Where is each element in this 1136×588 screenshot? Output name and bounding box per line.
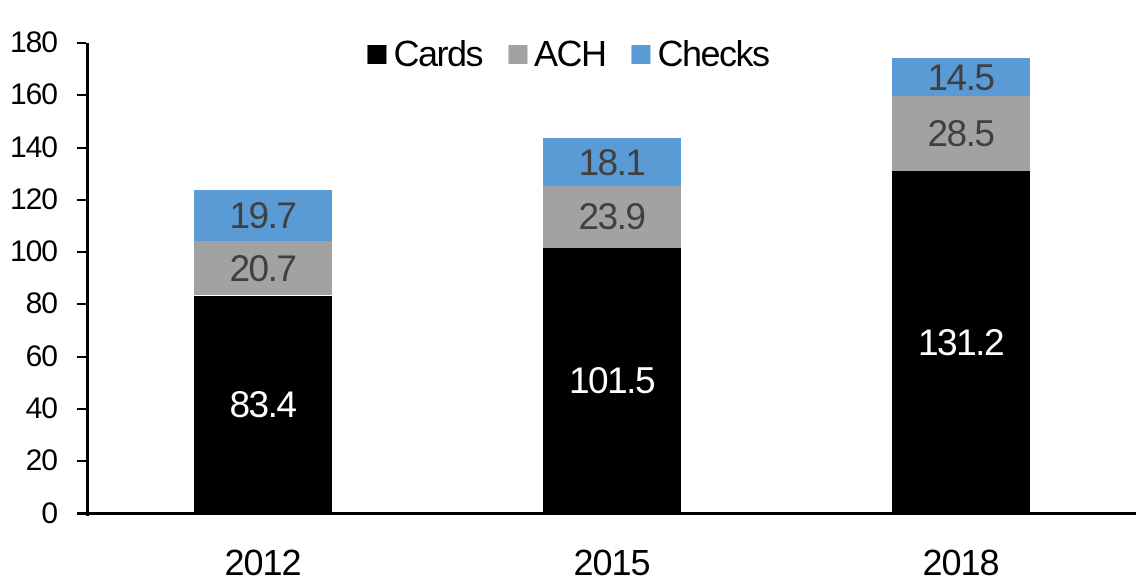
bar-segment-2012-ach: 20.7 [193, 241, 332, 296]
legend-swatch-icon [631, 44, 651, 64]
bar-value-label: 20.7 [229, 247, 297, 289]
y-axis-tick-label: 80 [25, 287, 58, 321]
bar-value-label: 19.7 [229, 195, 297, 237]
y-axis-tick-label: 120 [9, 182, 58, 216]
y-axis-tick-label: 100 [9, 235, 58, 269]
x-axis-category-label: 2015 [573, 542, 650, 583]
bar-value-label: 83.4 [229, 383, 297, 425]
y-axis-tick [77, 94, 86, 97]
legend-swatch-icon [367, 44, 387, 64]
bar-value-label: 18.1 [578, 141, 646, 183]
y-axis-tick-label: 180 [9, 26, 58, 59]
bar-segment-2012-cards: 83.4 [193, 295, 332, 514]
bar-value-label: 23.9 [578, 196, 646, 238]
x-axis-line [77, 512, 1136, 515]
y-axis-tick [77, 355, 86, 358]
y-axis-tick-label: 140 [9, 130, 58, 164]
y-axis-tick-label: 40 [25, 391, 58, 425]
bar-value-label: 131.2 [917, 321, 1005, 363]
y-axis-tick-label: 20 [25, 444, 58, 478]
legend-label: Checks [657, 33, 771, 74]
bar-segment-2015-cards: 101.5 [542, 248, 681, 514]
y-axis-line [86, 43, 89, 516]
bar-value-label: 14.5 [927, 56, 995, 98]
legend-label: Cards [393, 33, 483, 74]
legend: Cards ACH Checks [367, 33, 771, 74]
bar-segment-2018-cards: 131.2 [891, 170, 1030, 514]
x-axis-category-label: 2012 [224, 542, 301, 583]
bar-value-label: 101.5 [568, 360, 656, 402]
y-axis-tick-label: 60 [25, 339, 58, 373]
bar-value-label: 28.5 [927, 112, 995, 154]
legend-item-checks: Checks [631, 33, 771, 74]
legend-item-cards: Cards [367, 33, 483, 74]
y-axis-tick [77, 251, 86, 254]
bar-segment-2018-ach: 28.5 [891, 96, 1030, 171]
x-axis-category-label: 2018 [922, 542, 999, 583]
y-axis-tick-label: 160 [9, 78, 58, 112]
y-axis-tick [77, 407, 86, 410]
bar-segment-2015-ach: 23.9 [542, 185, 681, 249]
y-axis-tick [77, 460, 86, 463]
legend-label: ACH [533, 33, 607, 74]
bar-segment-2015-checks: 18.1 [542, 138, 681, 186]
legend-item-ach: ACH [507, 33, 607, 74]
legend-swatch-icon [507, 44, 527, 64]
bar-segment-2018-checks: 14.5 [891, 56, 1030, 98]
y-axis-tick [77, 303, 86, 306]
bar-segment-2012-checks: 19.7 [193, 189, 332, 242]
y-axis-tick [77, 146, 86, 149]
y-axis-tick [77, 42, 86, 44]
y-axis-tick-label: 0 [41, 496, 58, 530]
y-axis-tick [77, 198, 86, 201]
